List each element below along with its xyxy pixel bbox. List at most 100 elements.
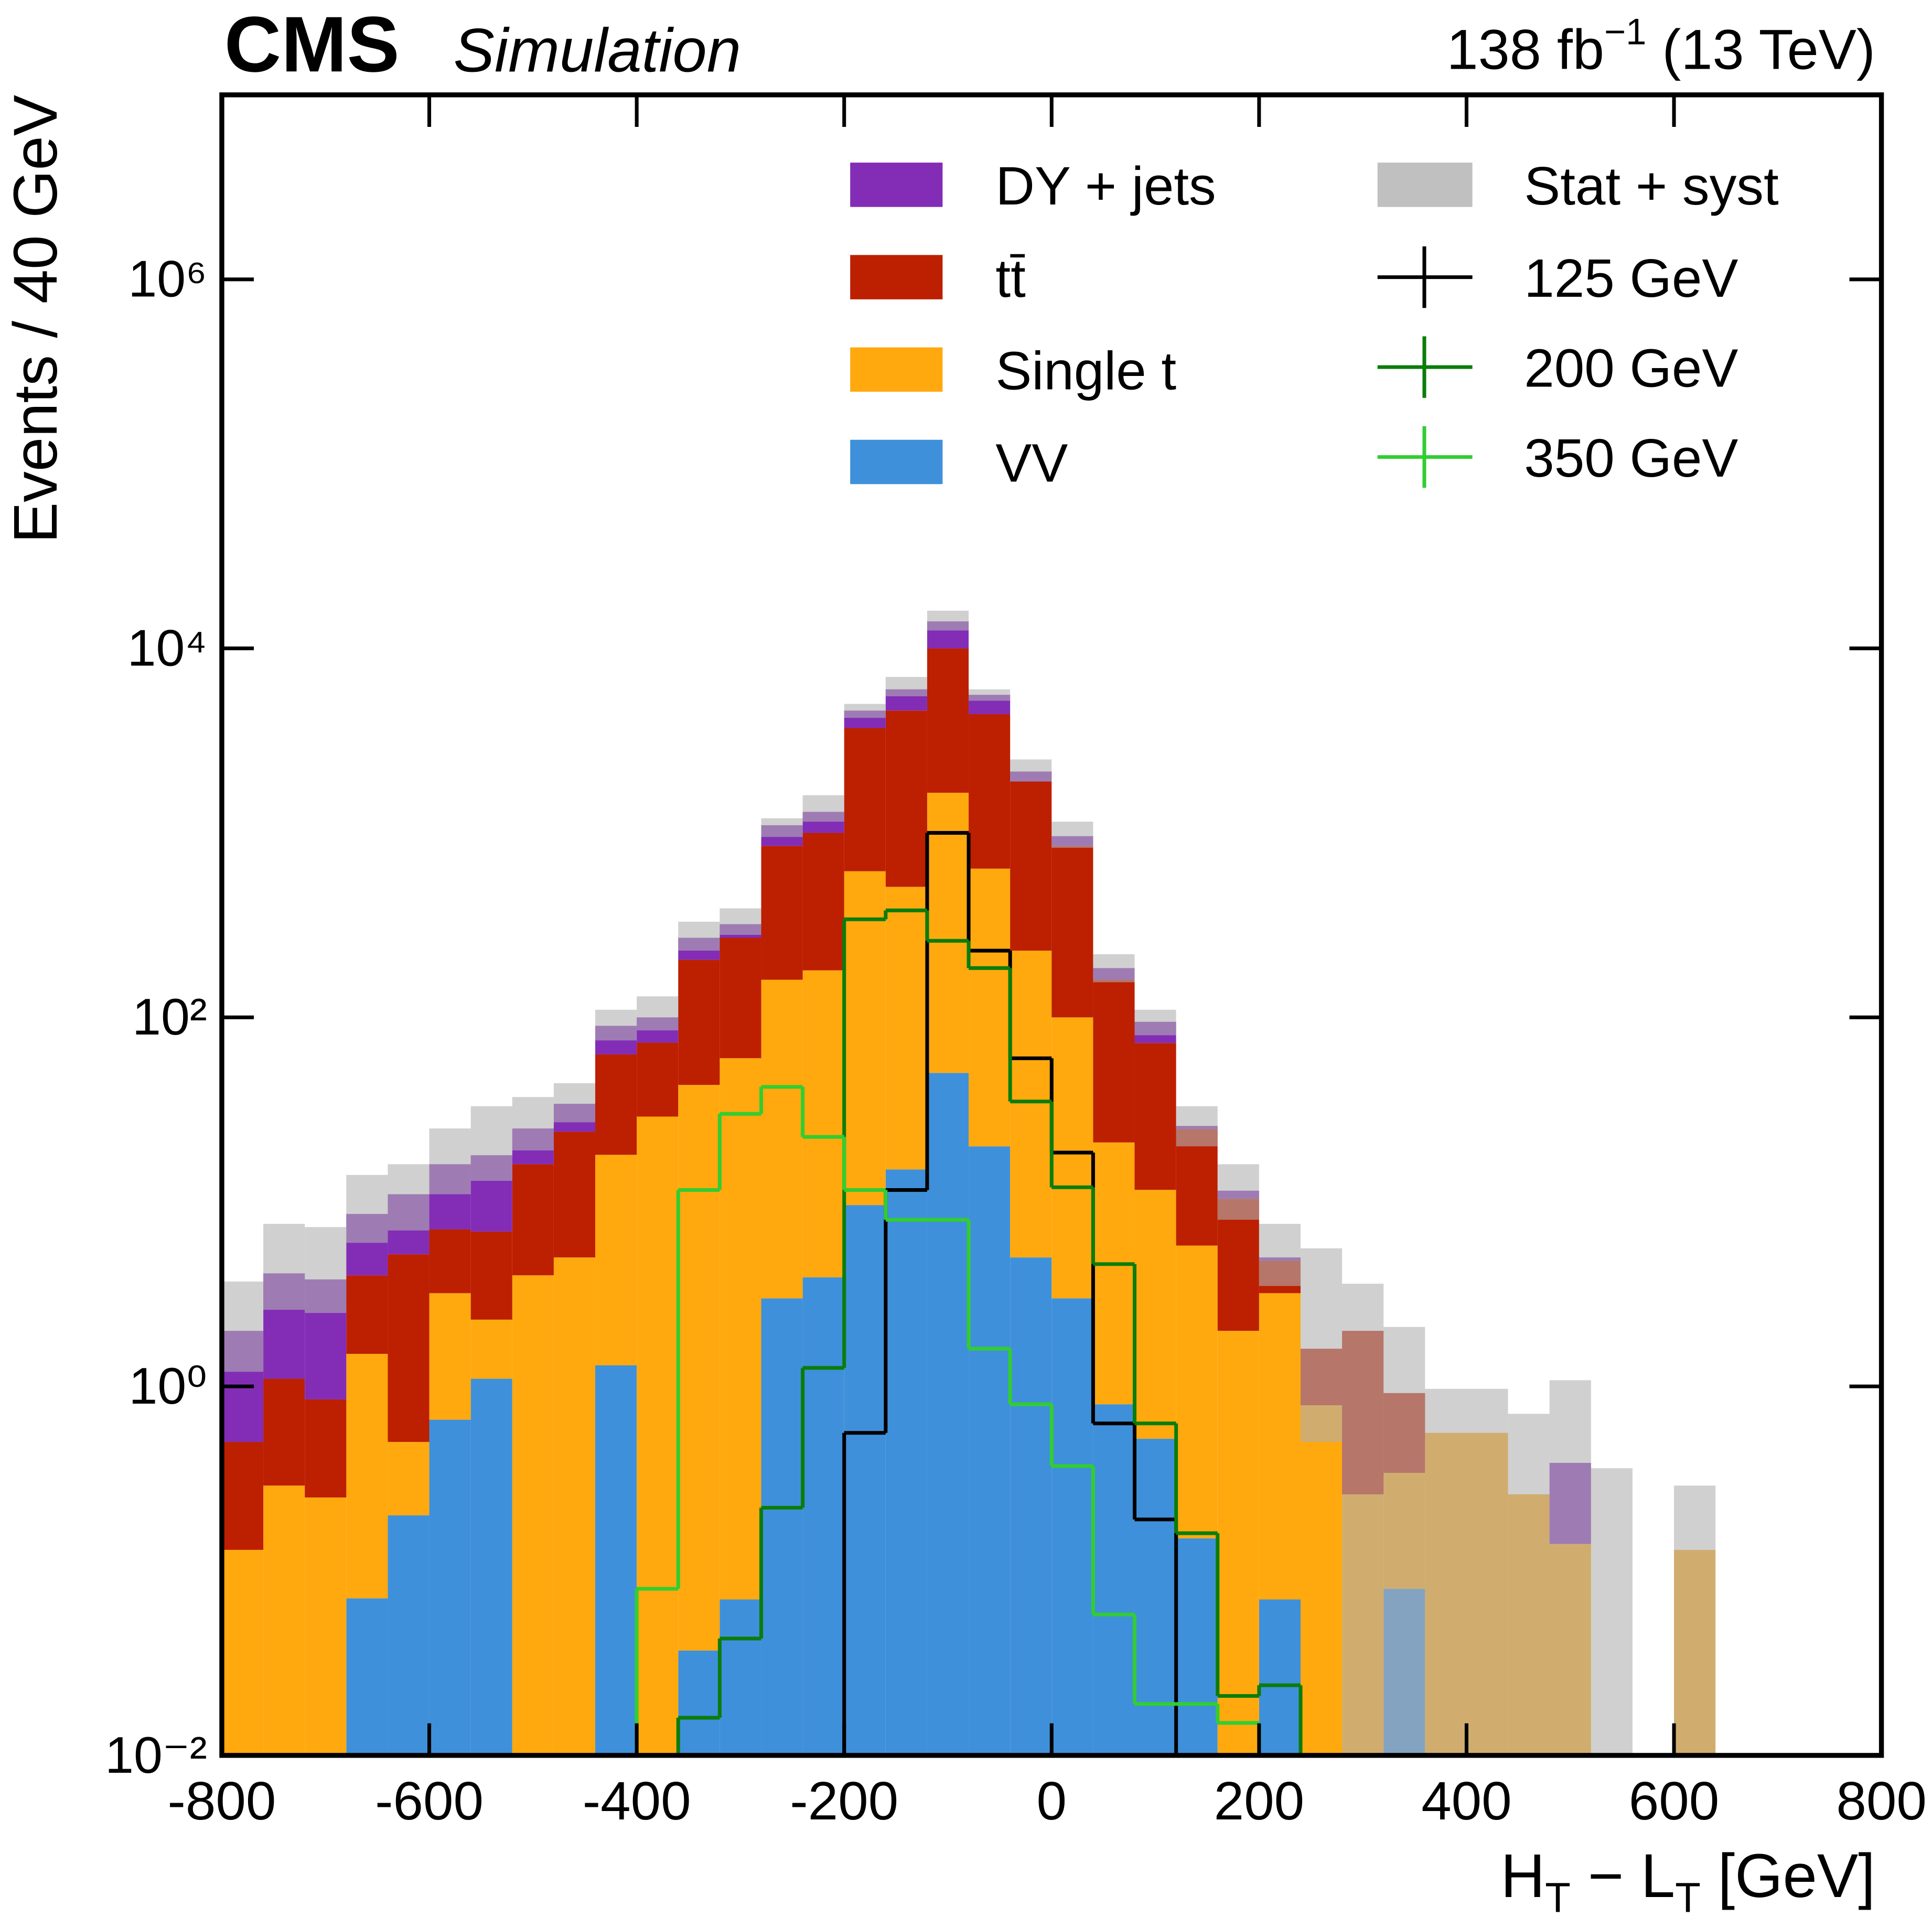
stack-bar bbox=[429, 1293, 471, 1420]
uncertainty-band bbox=[1425, 1388, 1467, 1755]
stack-bar bbox=[844, 728, 886, 871]
uncertainty-band bbox=[1300, 1248, 1343, 1442]
stack-bar bbox=[429, 1229, 471, 1294]
stack-bar bbox=[761, 1298, 803, 1755]
experiment-label: CMS bbox=[224, 0, 400, 88]
plot-area bbox=[221, 610, 1716, 1755]
uncertainty-band bbox=[885, 677, 927, 696]
x-label-part: [GeV] bbox=[1701, 1841, 1875, 1910]
uncertainty-band bbox=[1217, 1164, 1259, 1220]
y-tick-label: 10⁴ bbox=[127, 619, 207, 676]
legend-label: 200 GeV bbox=[1524, 338, 1738, 398]
uncertainty-band bbox=[761, 818, 803, 837]
stack-bar bbox=[346, 1598, 388, 1755]
stack-bar bbox=[885, 887, 927, 1170]
uncertainty-band bbox=[470, 1106, 512, 1181]
uncertainty-band bbox=[927, 610, 969, 631]
uncertainty-band bbox=[844, 704, 886, 718]
stack-bar bbox=[885, 1169, 927, 1755]
stack-bar bbox=[969, 714, 1011, 869]
y-tick-label: 10⁰ bbox=[128, 1357, 207, 1415]
stack-bar bbox=[263, 1485, 305, 1755]
stack-bar bbox=[346, 1354, 388, 1599]
stack-bar bbox=[1051, 1298, 1093, 1755]
stack-bar bbox=[1176, 1245, 1218, 1539]
x-tick-label: 600 bbox=[1629, 1770, 1719, 1831]
legend-label: DY + jets bbox=[995, 155, 1216, 216]
stack-bar bbox=[429, 1419, 471, 1755]
x-label-sub: T bbox=[1545, 1874, 1571, 1918]
lumi-text: 138 fb bbox=[1447, 18, 1604, 81]
uncertainty-band bbox=[1176, 1106, 1218, 1147]
stack-bar bbox=[305, 1399, 347, 1497]
stack-bar bbox=[844, 1205, 886, 1755]
stack-bar bbox=[1134, 1439, 1176, 1755]
stack-bar bbox=[1259, 1599, 1301, 1755]
uncertainty-band bbox=[1259, 1224, 1301, 1286]
stack-bar bbox=[470, 1319, 512, 1379]
x-tick-label: -400 bbox=[583, 1770, 691, 1831]
uncertainty-band bbox=[1093, 954, 1135, 983]
stack-bar bbox=[678, 960, 720, 1085]
stack-bar bbox=[305, 1497, 347, 1755]
stack-bar bbox=[1093, 979, 1135, 1143]
uncertainty-band bbox=[637, 996, 679, 1031]
stack-bar bbox=[221, 1549, 264, 1755]
uncertainty-band bbox=[595, 1009, 637, 1041]
uncertainty-band bbox=[1010, 759, 1052, 782]
lumi-exponent: −1 bbox=[1604, 11, 1646, 52]
y-tick-label: 10⁻² bbox=[105, 1726, 207, 1784]
stack-bar bbox=[885, 710, 927, 887]
stack-bar bbox=[761, 846, 803, 980]
stack-bar bbox=[927, 792, 969, 1073]
stack-bar bbox=[388, 1515, 430, 1755]
stack-bar bbox=[1051, 846, 1093, 1018]
uncertainty-band bbox=[388, 1164, 430, 1231]
uncertainty-band bbox=[1342, 1284, 1384, 1755]
uncertainty-band bbox=[1508, 1414, 1550, 1755]
x-tick-label: -600 bbox=[375, 1770, 484, 1831]
stack-bar bbox=[1217, 1331, 1259, 1755]
y-axis-label: Events / 40 GeV bbox=[1, 95, 70, 543]
x-tick-label: 200 bbox=[1214, 1770, 1304, 1831]
stack-bar bbox=[1176, 1129, 1218, 1246]
stack-bar bbox=[1259, 1293, 1301, 1600]
legend-swatch bbox=[850, 439, 943, 484]
x-tick-label: -800 bbox=[168, 1770, 276, 1831]
stack-bar bbox=[969, 868, 1011, 1147]
legend-swatch bbox=[850, 163, 943, 207]
x-tick-label: 400 bbox=[1421, 1770, 1511, 1831]
stack-bar bbox=[512, 1164, 554, 1276]
stack-bar bbox=[553, 1257, 596, 1755]
stack-bar bbox=[388, 1442, 430, 1516]
stack-bar bbox=[1051, 1017, 1093, 1299]
legend-label: 350 GeV bbox=[1524, 427, 1738, 488]
uncertainty-band bbox=[969, 689, 1011, 701]
stack-bar bbox=[844, 871, 886, 1205]
uncertainty-band bbox=[553, 1083, 596, 1123]
uncertainty-band bbox=[678, 921, 720, 951]
uncertainty-band bbox=[221, 1281, 264, 1372]
stack-bar bbox=[678, 1085, 720, 1651]
subtitle: Simulation bbox=[454, 16, 741, 84]
legend-label: 125 GeV bbox=[1524, 247, 1738, 308]
stack-bar bbox=[1010, 1257, 1052, 1755]
stack-bar bbox=[553, 1132, 596, 1258]
legend-label: tt̄ bbox=[995, 247, 1025, 308]
stack-bar bbox=[927, 648, 969, 793]
stack-bar bbox=[1300, 1405, 1343, 1755]
stack-bar bbox=[263, 1378, 305, 1486]
stack-bar bbox=[388, 1254, 430, 1442]
x-axis-label: HT − LT [GeV] bbox=[1500, 1841, 1875, 1918]
uncertainty-band bbox=[429, 1128, 471, 1194]
uncertainty-band bbox=[346, 1174, 388, 1243]
stack-bar bbox=[927, 1073, 969, 1755]
legend-swatch bbox=[1377, 163, 1473, 207]
x-tick-label: 0 bbox=[1037, 1770, 1067, 1831]
stack-bar bbox=[595, 1155, 637, 1366]
stack-bar bbox=[221, 1442, 264, 1550]
stack-bar bbox=[802, 970, 844, 1278]
stack-bar bbox=[1093, 1142, 1135, 1405]
